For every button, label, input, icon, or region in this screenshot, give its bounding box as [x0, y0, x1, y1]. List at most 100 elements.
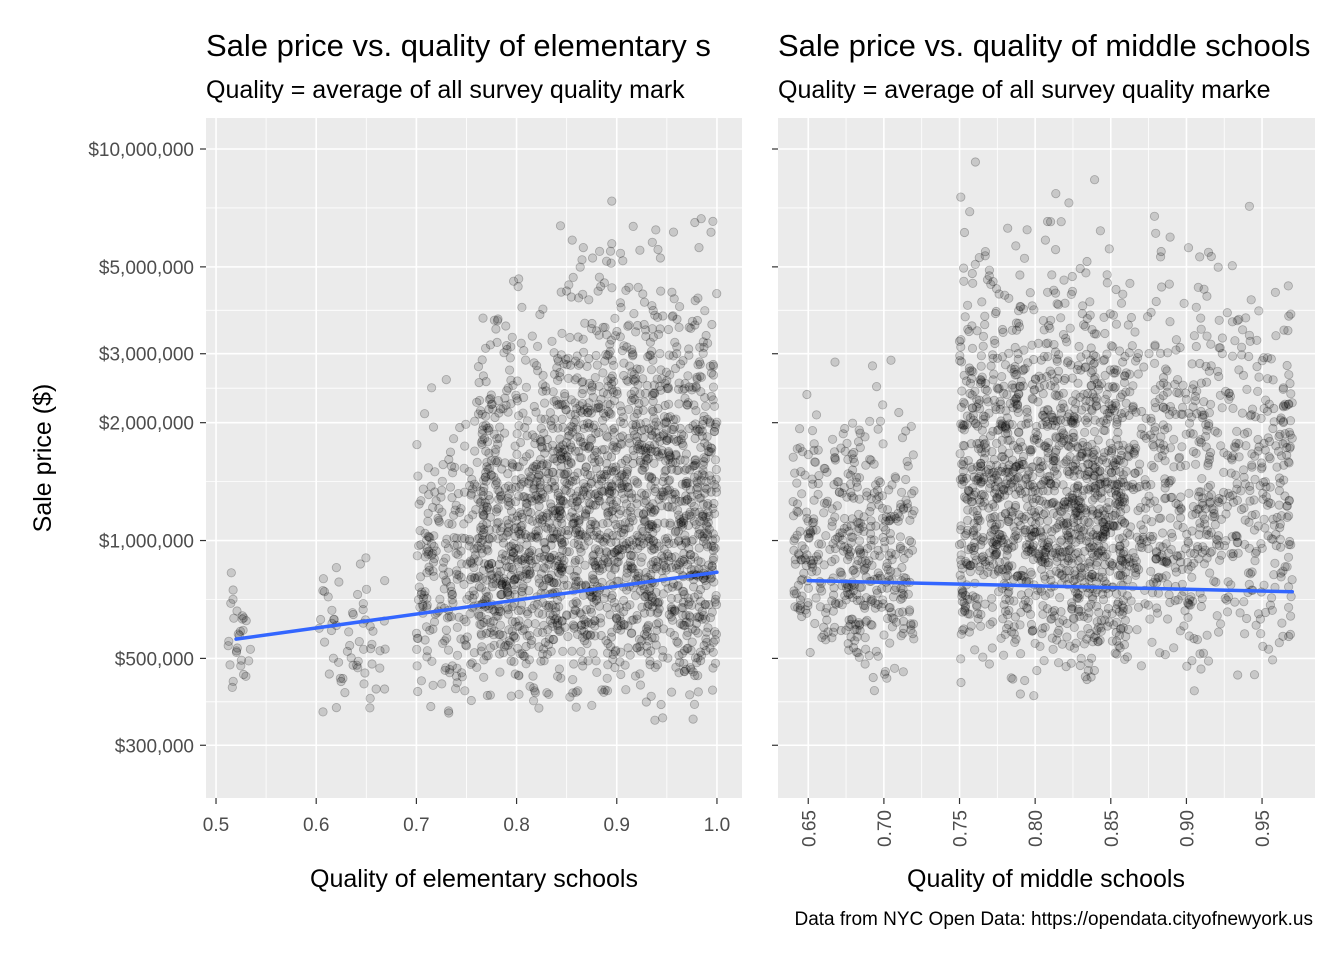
scatter-point [484, 404, 494, 414]
scatter-point [544, 600, 554, 611]
scatter-point [476, 497, 486, 507]
scatter-point [438, 570, 449, 580]
scatter-point [503, 519, 514, 529]
scatter-point [663, 485, 673, 496]
scatter-point [977, 297, 987, 307]
scatter-point [660, 378, 670, 388]
scatter-point [555, 367, 565, 378]
scatter-point [887, 480, 897, 490]
scatter-point [555, 450, 566, 461]
scatter-point [982, 385, 992, 396]
scatter-point [984, 265, 995, 275]
scatter-point [788, 496, 798, 507]
scatter-point [575, 515, 585, 525]
scatter-point [695, 371, 705, 381]
scatter-point [483, 490, 494, 501]
scatter-point [616, 458, 627, 469]
scatter-point [803, 583, 814, 593]
scatter-point [704, 524, 714, 534]
scatter-point [506, 570, 516, 581]
scatter-point [636, 488, 647, 498]
scatter-point [639, 497, 649, 508]
scatter-point [504, 526, 514, 536]
scatter-point [638, 289, 648, 299]
scatter-point [588, 423, 598, 433]
scatter-point [527, 430, 538, 440]
scatter-point [529, 683, 539, 693]
scatter-point [598, 487, 608, 497]
scatter-point [428, 502, 438, 512]
scatter-point [464, 534, 475, 545]
scatter-point [529, 484, 540, 494]
scatter-point [635, 364, 645, 374]
scatter-point [502, 515, 512, 525]
scatter-point [413, 471, 423, 481]
scatter-point [1278, 417, 1289, 428]
scatter-point [1030, 527, 1040, 538]
scatter-point [521, 498, 531, 508]
scatter-point [1238, 325, 1248, 335]
scatter-point [521, 452, 532, 462]
scatter-point [639, 319, 649, 330]
scatter-point [560, 470, 570, 480]
scatter-point [442, 534, 452, 544]
scatter-point [478, 371, 488, 381]
scatter-point [859, 564, 869, 574]
scatter-point [484, 564, 495, 574]
scatter-point [543, 625, 553, 635]
scatter-point [1028, 482, 1039, 492]
scatter-point [319, 637, 330, 647]
scatter-point [521, 533, 532, 543]
scatter-point [1010, 637, 1020, 648]
scatter-point [589, 577, 600, 587]
scatter-point [561, 451, 571, 461]
scatter-point [1238, 370, 1249, 380]
scatter-point [449, 532, 459, 543]
scatter-point [597, 415, 608, 425]
scatter-point [479, 510, 489, 520]
scatter-point [1001, 623, 1012, 634]
scatter-point [565, 512, 576, 522]
scatter-point [500, 555, 510, 566]
scatter-point [520, 651, 530, 662]
scatter-point [599, 486, 610, 496]
scatter-point [882, 505, 893, 515]
scatter-point [1158, 528, 1168, 538]
scatter-point [484, 448, 494, 458]
scatter-point [477, 530, 487, 540]
scatter-point [678, 603, 688, 613]
scatter-point [484, 494, 494, 505]
scatter-point [624, 282, 634, 292]
scatter-point [1046, 315, 1056, 325]
scatter-point [484, 559, 494, 569]
scatter-point [689, 592, 700, 602]
scatter-point [1086, 343, 1096, 353]
scatter-point [526, 635, 537, 646]
x-tick-label: 0.6 [303, 815, 329, 836]
scatter-point [448, 598, 458, 608]
scatter-point [1106, 447, 1117, 458]
scatter-point [1066, 360, 1076, 370]
scatter-point [701, 454, 711, 464]
scatter-point [487, 570, 497, 580]
scatter-point [609, 437, 619, 447]
scatter-point [571, 525, 581, 535]
scatter-point [506, 375, 516, 385]
scatter-point [656, 385, 666, 395]
scatter-point [643, 352, 653, 362]
scatter-point [1111, 319, 1122, 329]
scatter-point [318, 585, 328, 596]
scatter-point [1020, 487, 1031, 497]
scatter-point [1115, 507, 1126, 517]
scatter-point [594, 545, 604, 555]
scatter-point [1015, 689, 1026, 699]
scatter-point [672, 636, 682, 647]
scatter-point [512, 376, 523, 386]
scatter-point [702, 484, 712, 494]
scatter-point [538, 511, 548, 522]
scatter-point [519, 477, 529, 487]
scatter-point [583, 408, 593, 418]
scatter-point [1039, 406, 1049, 416]
scatter-point [493, 439, 503, 449]
y-axis: $300,000$500,000$1,000,000$2,000,000$3,0… [88, 140, 206, 757]
